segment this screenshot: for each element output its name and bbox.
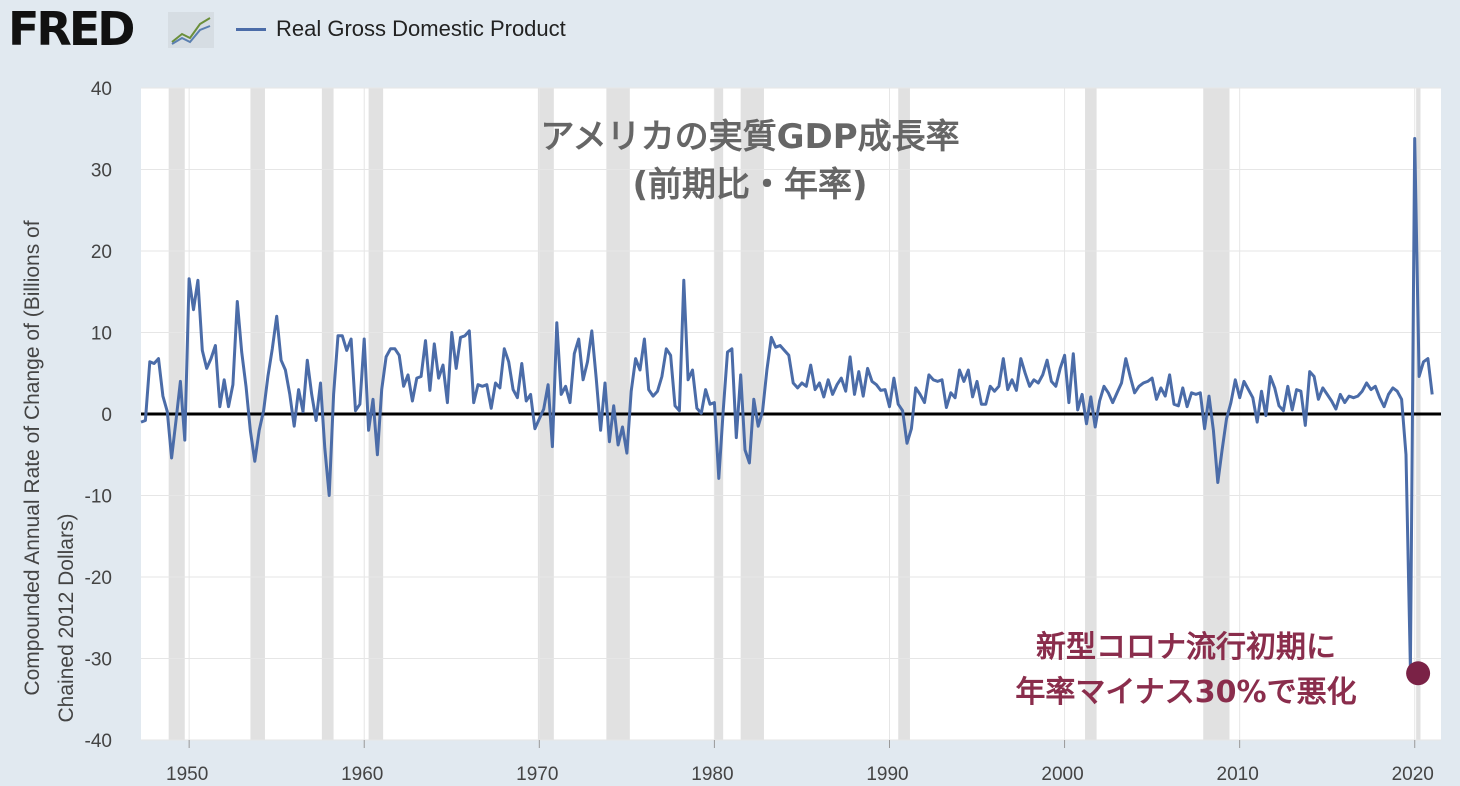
x-tick-label: 2000 [1041,764,1083,785]
y-tick-label: 30 [91,161,112,182]
x-axis-ticks: 1950 1960 1970 1980 1990 2000 2010 2020 [166,740,1434,785]
y-tick-label: -20 [85,568,112,589]
y-axis-ticks: 40 30 20 10 0 -10 -20 -30 -40 [85,79,112,752]
y-tick-label: -10 [85,487,112,508]
y-tick-label: 10 [91,324,112,345]
series-line-real-gdp [140,137,1434,670]
chart-line-icon [168,12,214,48]
gridlines [141,87,1441,741]
y-tick-label: 40 [91,79,112,100]
y-axis-label-line1: Compounded Annual Rate of Change of (Bil… [21,220,44,695]
chart-subtitle: (前期比・年率) [632,165,867,205]
y-axis-label-line2: Chained 2012 Dollars) [55,514,78,723]
x-tick-label: 1970 [516,764,558,785]
fred-logo[interactable]: FRED [8,2,135,56]
y-tick-label: -40 [85,731,112,752]
legend-label: Real Gross Domestic Product [276,16,566,41]
y-tick-label: -30 [85,650,112,671]
x-tick-label: 2010 [1217,764,1259,785]
chart-title: アメリカの実質GDP成長率 [540,117,959,157]
annotation-line1: 新型コロナ流行初期に [1036,630,1336,665]
x-tick-label: 1980 [691,764,733,785]
legend: Real Gross Domestic Product [236,14,566,44]
x-tick-label: 1990 [866,764,908,785]
x-tick-label: 1950 [166,764,208,785]
x-tick-label: 2020 [1392,764,1434,785]
header: FRED Real Gross Domestic Product [0,0,1460,60]
annotation-point [1406,661,1431,686]
x-tick-label: 1960 [341,764,383,785]
legend-swatch [236,27,266,31]
y-tick-label: 20 [91,242,112,263]
y-tick-label: 0 [101,405,112,426]
annotation-line2: 年率マイナス30%で悪化 [1015,675,1356,710]
